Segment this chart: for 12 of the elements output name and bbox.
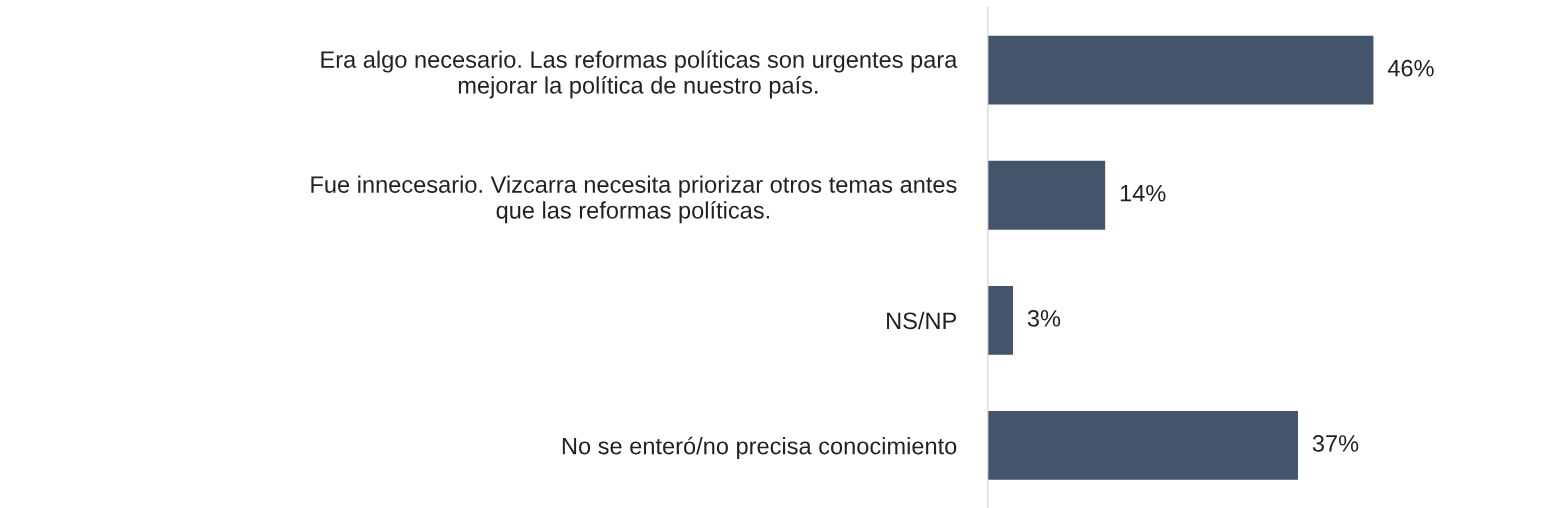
data-label: 37% (1312, 435, 1359, 452)
y-tick-label: NS/NP (887, 311, 957, 330)
bar (987, 411, 1298, 480)
data-label: 14% (1120, 184, 1166, 202)
bar (987, 160, 1106, 230)
data-label: 3% (1027, 309, 1061, 327)
y-tick-label: Fue innecesario. Vizcarra necesita priorizar otros temas antes que las reformas políticas. (311, 175, 957, 224)
y-tick-label: No se enteró/no precisa conocimiento (562, 436, 957, 460)
y-tick-label: Era algo necesario. Las reformas políticas son urgentes para mejorar la política de nuestro país. (321, 50, 958, 99)
bar (987, 285, 1013, 355)
data-label: 46% (1387, 59, 1434, 77)
bar (987, 35, 1374, 105)
